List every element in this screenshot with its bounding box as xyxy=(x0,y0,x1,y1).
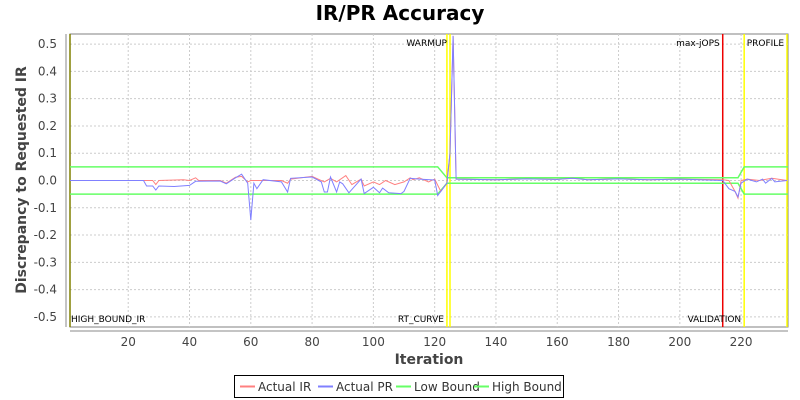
series-line-low-bound xyxy=(70,182,788,195)
y-tick-label: 0.2 xyxy=(38,119,57,133)
y-tick-label: -0.1 xyxy=(34,201,57,215)
y-tick-label: 0.4 xyxy=(38,64,57,78)
x-tick-label: 20 xyxy=(121,335,136,349)
marker-label: WARMUP xyxy=(406,39,447,49)
legend-label: Actual IR xyxy=(258,380,311,394)
x-tick-label: 220 xyxy=(730,335,753,349)
x-tick-label: 120 xyxy=(423,335,446,349)
chart-title: IR/PR Accuracy xyxy=(316,1,485,25)
y-tick-label: -0.5 xyxy=(34,310,57,324)
series-line-high-bound xyxy=(70,166,788,179)
marker-label: max-jOPS xyxy=(676,39,720,49)
y-tick-label: 0.1 xyxy=(38,146,57,160)
marker-label: HIGH_BOUND_IR xyxy=(71,315,145,325)
x-axis-label: Iteration xyxy=(395,352,464,368)
x-tick-label: 80 xyxy=(304,335,319,349)
x-tick-label: 60 xyxy=(243,335,258,349)
x-tick-label: 40 xyxy=(182,335,197,349)
x-tick-label: 140 xyxy=(485,335,508,349)
y-tick-label: -0.3 xyxy=(34,255,57,269)
legend-label: Actual PR xyxy=(336,380,393,394)
y-tick-label: 0.5 xyxy=(38,37,57,51)
series-line-actual-pr xyxy=(70,35,788,221)
y-tick-label: 0.3 xyxy=(38,92,57,106)
x-tick-label: 200 xyxy=(668,335,691,349)
y-tick-label: 0.0 xyxy=(38,174,57,188)
legend-label: Low Bound xyxy=(414,380,480,394)
x-tick-label: 160 xyxy=(546,335,569,349)
y-axis-label: Discrepancy to Requested IR xyxy=(14,66,30,294)
marker-label: PROFILE xyxy=(747,39,785,49)
x-tick-label: 100 xyxy=(362,335,385,349)
x-tick-label: 180 xyxy=(607,335,630,349)
y-tick-label: -0.2 xyxy=(34,228,57,242)
marker-label: RT_CURVE xyxy=(398,315,444,325)
marker-label: VALIDATION xyxy=(688,315,742,325)
y-tick-label: -0.4 xyxy=(34,283,57,297)
legend-label: High Bound xyxy=(492,380,562,394)
